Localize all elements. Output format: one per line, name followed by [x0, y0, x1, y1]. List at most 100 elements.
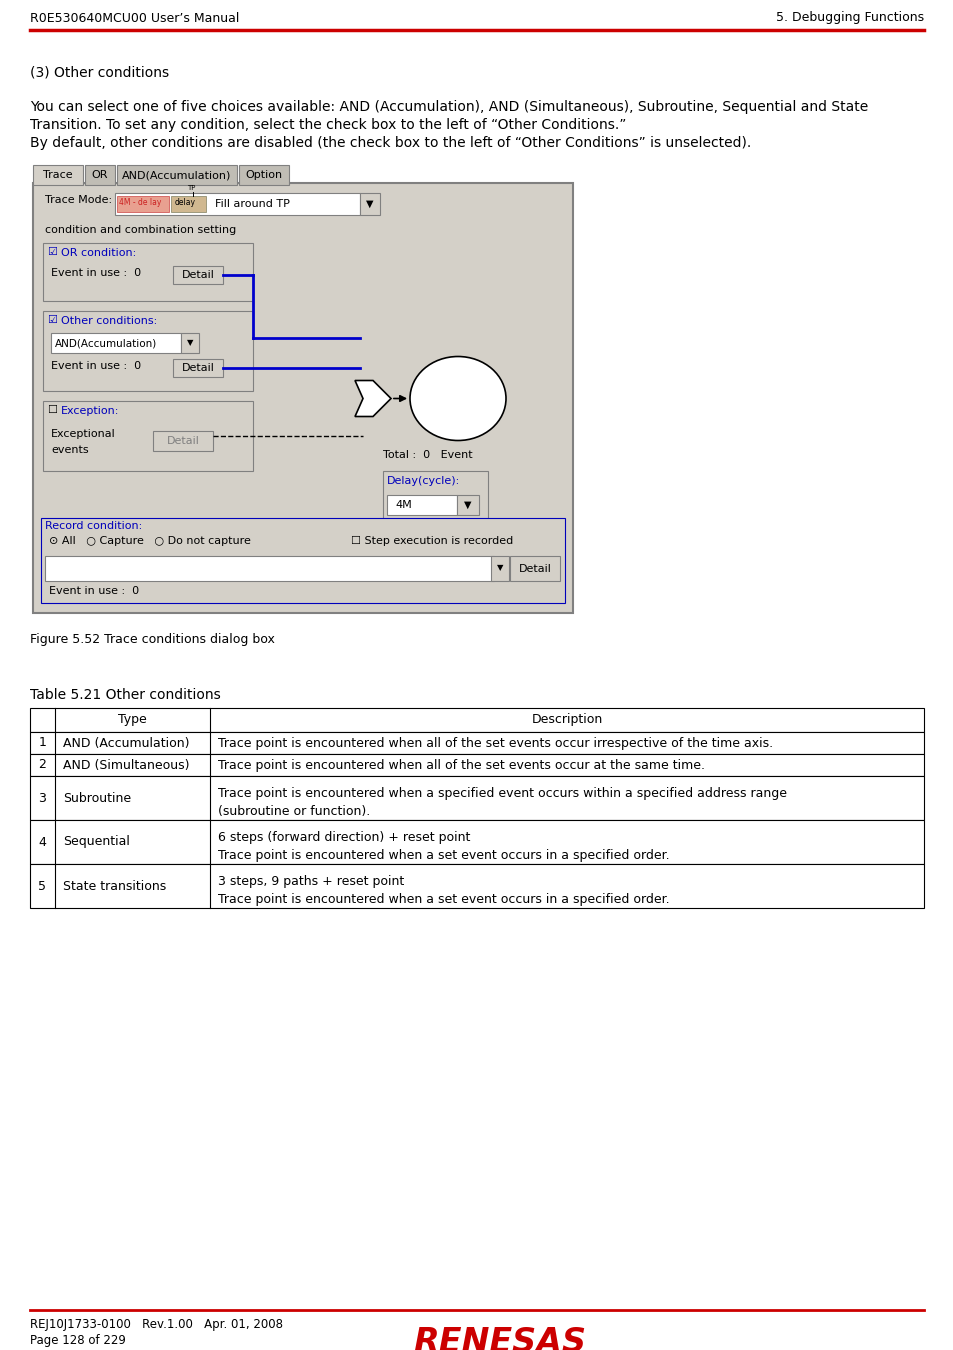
Text: 5: 5: [38, 879, 47, 892]
Text: Page 128 of 229: Page 128 of 229: [30, 1334, 126, 1347]
Text: ⊙ All   ○ Capture   ○ Do not capture: ⊙ All ○ Capture ○ Do not capture: [49, 536, 251, 545]
Text: Detail: Detail: [518, 563, 551, 574]
Text: ▼: ▼: [464, 500, 471, 509]
Text: ▼: ▼: [366, 198, 374, 209]
Text: Point: Point: [444, 393, 472, 404]
Text: Event in use :  0: Event in use : 0: [51, 269, 141, 278]
FancyBboxPatch shape: [387, 494, 456, 514]
Text: Delay(cycle):: Delay(cycle):: [387, 475, 459, 486]
Text: Event in use :  0: Event in use : 0: [51, 360, 141, 371]
FancyBboxPatch shape: [115, 193, 359, 215]
FancyBboxPatch shape: [30, 819, 923, 864]
Text: Sequential: Sequential: [63, 836, 130, 849]
FancyBboxPatch shape: [239, 165, 289, 185]
FancyBboxPatch shape: [30, 864, 923, 909]
FancyBboxPatch shape: [51, 333, 181, 352]
Text: Trace point is encountered when a set event occurs in a specified order.: Trace point is encountered when a set ev…: [218, 849, 669, 863]
Text: You can select one of five choices available: AND (Accumulation), AND (Simultane: You can select one of five choices avail…: [30, 100, 867, 113]
Text: AND (Simultaneous): AND (Simultaneous): [63, 759, 190, 771]
Text: ▼: ▼: [497, 563, 503, 572]
Text: Other conditions:: Other conditions:: [61, 316, 157, 325]
FancyBboxPatch shape: [491, 556, 509, 580]
Text: Detail: Detail: [167, 436, 199, 446]
FancyBboxPatch shape: [359, 193, 379, 215]
Text: Trace point is encountered when a specified event occurs within a specified addr: Trace point is encountered when a specif…: [218, 787, 786, 801]
Text: (subroutine or function).: (subroutine or function).: [218, 805, 370, 818]
FancyBboxPatch shape: [41, 518, 564, 603]
FancyBboxPatch shape: [30, 776, 923, 819]
Text: TP: TP: [187, 185, 195, 190]
Text: 6 steps (forward direction) + reset point: 6 steps (forward direction) + reset poin…: [218, 832, 470, 844]
FancyBboxPatch shape: [30, 707, 923, 732]
FancyBboxPatch shape: [43, 401, 253, 471]
Text: Description: Description: [531, 714, 602, 726]
Text: Figure 5.52 Trace conditions dialog box: Figure 5.52 Trace conditions dialog box: [30, 633, 274, 647]
Text: condition and combination setting: condition and combination setting: [45, 225, 236, 235]
Text: events: events: [51, 446, 89, 455]
FancyBboxPatch shape: [33, 184, 573, 613]
FancyBboxPatch shape: [181, 333, 199, 352]
Text: delay: delay: [174, 198, 195, 207]
Text: Subroutine: Subroutine: [63, 791, 131, 805]
Text: Exceptional: Exceptional: [51, 429, 115, 439]
Text: AND(Accumulation): AND(Accumulation): [122, 170, 232, 180]
FancyBboxPatch shape: [117, 196, 169, 212]
Text: Trace: Trace: [43, 170, 72, 180]
Text: OR condition:: OR condition:: [61, 248, 136, 258]
Text: 4M: 4M: [395, 500, 412, 509]
FancyBboxPatch shape: [172, 359, 223, 377]
Text: RENESAS: RENESAS: [413, 1326, 586, 1350]
Text: Type: Type: [118, 714, 147, 726]
Text: Trace point is encountered when all of the set events occur irrespective of the : Trace point is encountered when all of t…: [218, 737, 772, 749]
FancyBboxPatch shape: [117, 165, 236, 185]
FancyBboxPatch shape: [382, 471, 488, 521]
Text: State transitions: State transitions: [63, 879, 166, 892]
Text: By default, other conditions are disabled (the check box to the left of “Other C: By default, other conditions are disable…: [30, 136, 750, 150]
FancyBboxPatch shape: [456, 494, 478, 514]
Text: ☑: ☑: [47, 315, 57, 325]
Text: Total :  0   Event: Total : 0 Event: [382, 451, 472, 460]
FancyBboxPatch shape: [33, 165, 83, 185]
FancyBboxPatch shape: [30, 755, 923, 776]
Text: AND (Accumulation): AND (Accumulation): [63, 737, 190, 749]
Text: Transition. To set any condition, select the check box to the left of “Other Con: Transition. To set any condition, select…: [30, 117, 626, 132]
Text: ▼: ▼: [187, 339, 193, 347]
Text: 4M - de lay: 4M - de lay: [119, 198, 161, 207]
Text: Trace point is encountered when all of the set events occur at the same time.: Trace point is encountered when all of t…: [218, 759, 704, 771]
Text: (TP): (TP): [446, 405, 469, 416]
PathPatch shape: [355, 381, 391, 417]
Text: Option: Option: [245, 170, 282, 180]
FancyBboxPatch shape: [152, 431, 213, 451]
Text: 3: 3: [38, 791, 47, 805]
FancyBboxPatch shape: [85, 165, 115, 185]
Text: REJ10J1733-0100   Rev.1.00   Apr. 01, 2008: REJ10J1733-0100 Rev.1.00 Apr. 01, 2008: [30, 1318, 283, 1331]
Text: 3 steps, 9 paths + reset point: 3 steps, 9 paths + reset point: [218, 875, 404, 888]
FancyBboxPatch shape: [30, 732, 923, 755]
FancyBboxPatch shape: [45, 556, 494, 580]
Text: 5. Debugging Functions: 5. Debugging Functions: [775, 12, 923, 24]
Text: ☑: ☑: [47, 247, 57, 256]
Text: Event in use :  0: Event in use : 0: [49, 586, 139, 595]
Text: ☐ Step execution is recorded: ☐ Step execution is recorded: [351, 536, 513, 545]
Text: Trace point is encountered when a set event occurs in a specified order.: Trace point is encountered when a set ev…: [218, 892, 669, 906]
Text: 2: 2: [38, 759, 47, 771]
Text: AND(Accumulation): AND(Accumulation): [55, 338, 157, 348]
Text: R0E530640MCU00 User’s Manual: R0E530640MCU00 User’s Manual: [30, 12, 239, 24]
Ellipse shape: [410, 356, 505, 440]
Text: Trace: Trace: [443, 382, 473, 391]
Text: Exception:: Exception:: [61, 406, 119, 416]
Text: ☐: ☐: [47, 405, 57, 414]
Text: Detail: Detail: [181, 363, 214, 373]
Text: 1: 1: [38, 737, 47, 749]
Text: OR: OR: [362, 393, 379, 404]
Text: Trace Mode:: Trace Mode:: [45, 194, 112, 205]
Text: OR: OR: [91, 170, 108, 180]
FancyBboxPatch shape: [172, 266, 223, 283]
FancyBboxPatch shape: [43, 243, 253, 301]
FancyBboxPatch shape: [510, 556, 559, 580]
FancyBboxPatch shape: [43, 310, 253, 391]
Text: Detail: Detail: [181, 270, 214, 279]
Text: Fill around TP: Fill around TP: [214, 198, 290, 209]
Text: Table 5.21 Other conditions: Table 5.21 Other conditions: [30, 688, 220, 702]
Text: Record condition:: Record condition:: [45, 521, 142, 531]
